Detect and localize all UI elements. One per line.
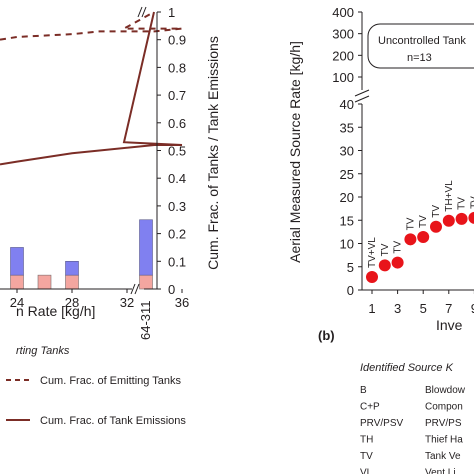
legend-description: Vent Li [425,468,456,474]
bar-pink [65,274,79,290]
right-y-tick-label: 40 [340,97,354,112]
legend-description: Thief Ha [425,435,463,446]
legend-description: PRV/PS [425,418,462,429]
right-y-tick-label: 5 [347,260,354,275]
data-point [455,212,468,225]
right-x-ticks: 1 3 5 7 9 [368,290,474,316]
legend-code: VL [360,468,373,474]
left-x-tick-label: 28 [65,295,79,310]
point-label: TV [431,205,442,218]
right-y-tick-label: 0 [347,283,354,298]
line-tank-emissions [0,11,183,166]
line-emitting-tanks [0,11,183,41]
annotation-box [367,23,474,69]
left-y2-tick-label: 0.4 [168,171,186,186]
data-point [468,211,474,224]
left-line-layer [0,11,183,166]
left-y2-tick-label: 0.2 [168,227,186,242]
point-label: TV [405,217,416,230]
left-y2-tick-label: 0.6 [168,116,186,131]
right-x-tick-label: 7 [445,301,452,316]
left-y2-tick-label: 0 [168,282,175,297]
left-y2-tick-label: 0.5 [168,144,186,159]
left-y2-axis-title: Cum. Frac. of Tanks / Tank Emissions [205,36,221,270]
right-y-tick-label-upper: 200 [332,48,354,63]
right-y-tick-label: 10 [340,237,354,252]
point-label: TH+VL [444,180,455,212]
data-point [417,230,430,243]
legend-code: B [360,385,367,396]
left-legend-title: rting Tanks [16,345,70,357]
right-x-axis-title: Inve [436,317,463,333]
right-legend: B Blowdow C+P Compon PRV/PSV PRV/PS TH Thief Ha… [360,385,466,474]
left-panel: 0 0.1 0.2 0.3 0.4 0.5 0.6 0.7 0.8 0.9 1 24 28 32 36 64… [0,5,221,427]
right-legend-title: Identified Source K [360,362,454,374]
data-point [430,220,442,233]
left-y2-tick-label: 0.7 [168,88,186,103]
data-point [378,259,391,272]
left-x-tick-label: 32 [120,295,134,310]
left-y2-tick-label: 0.1 [168,254,186,269]
left-y2-tick-label: 1 [168,5,175,20]
legend-code: TV [360,451,373,462]
left-x-ticks: 24 28 32 36 64-311 [10,289,189,340]
bar-blue [10,247,24,276]
legend-tank-emissions: Cum. Frac. of Tank Emissions [40,415,186,427]
data-point [391,256,404,269]
bar-pink [139,274,153,290]
point-label: TV [393,240,404,253]
left-y2-tick-label: 0.3 [168,199,186,214]
right-y-axis-title: Aerial Measured Source Rate [kg/h] [287,41,303,263]
right-y-tick-label-upper: 400 [332,5,354,20]
legend-code: C+P [360,402,380,413]
left-x-tick-label: 24 [10,295,24,310]
bar-blue [65,260,79,276]
point-label: TV [457,197,468,210]
legend-code: PRV/PSV [360,418,403,429]
bar-pink [10,274,24,290]
left-x-axis-title: n Rate [kg/h] [16,303,95,319]
right-y-tick-label: 35 [340,120,354,135]
legend-description: Compon [425,402,463,413]
annotation-line-1: Uncontrolled Tank [378,35,466,47]
left-y2-tick-label: 0.9 [168,33,186,48]
right-x-tick-label: 1 [368,301,375,316]
bar-pink [37,274,52,290]
right-y-tick-label: 25 [340,167,354,182]
legend-description: Blowdow [425,385,466,396]
left-x-tick-label: 64-311 [138,300,153,340]
data-point [366,270,378,283]
point-label: TV+VL [367,237,378,268]
right-y-tick-label: 30 [340,144,354,159]
left-y2-tick-label: 0.8 [168,60,186,75]
right-y-tick-label: 20 [340,190,354,205]
right-x-tick-label: 9 [471,301,474,316]
point-label: TV [380,243,391,256]
left-y2-ticks: 0 0.1 0.2 0.3 0.4 0.5 0.6 0.7 0.8 0.9 1 [157,5,186,297]
legend-description: Tank Ve [425,451,461,462]
right-y-tick-label-upper: 300 [332,27,354,42]
right-y-tick-label: 15 [340,213,354,228]
right-axis-break [354,89,370,103]
left-x-tick-label: 36 [175,295,189,310]
point-label: TV [469,196,474,209]
legend-code: TH [360,435,373,446]
point-label: TV [418,215,429,228]
legend-emitting-tanks: Cum. Frac. of Emitting Tanks [40,375,182,387]
annotation-line-2: n=13 [407,52,432,64]
left-axis-break [130,6,147,295]
right-x-tick-label: 5 [420,301,427,316]
data-point [442,214,455,227]
right-x-tick-label: 3 [394,301,401,316]
panel-label-b: (b) [318,328,335,343]
right-y-tick-label-upper: 100 [332,70,354,85]
bar-blue [139,219,153,276]
right-y-ticks: 0 5 10 15 20 25 30 35 40 100 200 300 400 [332,5,362,298]
left-bar-layer [10,219,153,290]
data-point [404,233,417,246]
